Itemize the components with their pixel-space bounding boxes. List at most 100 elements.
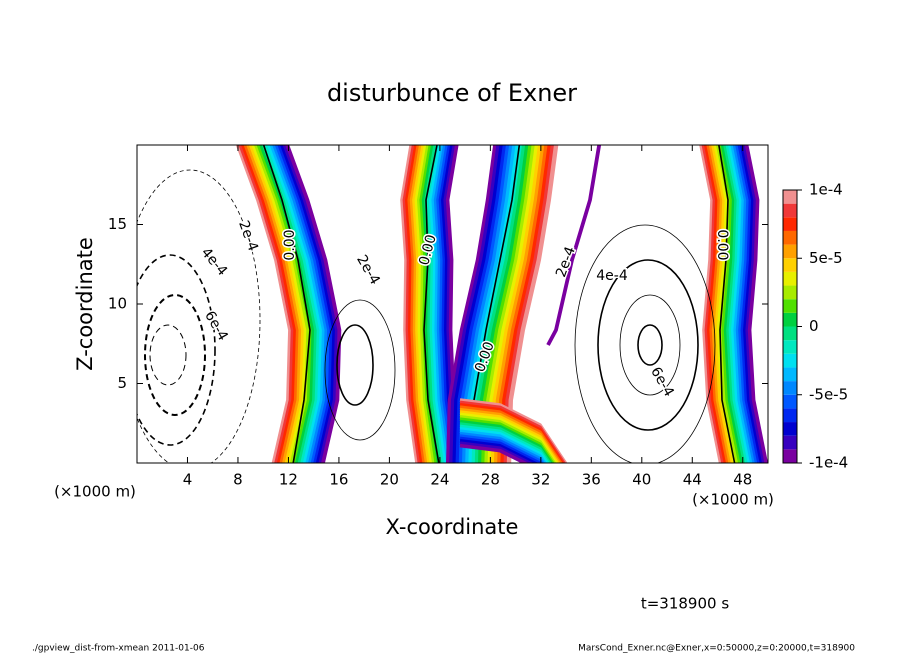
contour-line: [262, 145, 311, 463]
filled-band: [718, 145, 742, 463]
filled-band: [272, 145, 329, 463]
filled-band: [241, 145, 298, 463]
colorbar-cell: [783, 394, 797, 409]
filled-band: [735, 145, 759, 463]
footer-left: ./gpview_dist-from-xmean 2011-01-06: [32, 644, 205, 654]
filled-band: [452, 145, 504, 463]
filled-band: [703, 145, 728, 463]
colorbar-cell: [783, 381, 797, 395]
x-tick-label: 20: [380, 471, 399, 489]
contour-label: 0.00: [282, 229, 298, 260]
filled-band: [243, 145, 300, 463]
filled-band: [739, 145, 764, 463]
contour-line: [423, 145, 440, 463]
filled-band: [400, 145, 419, 463]
contour-label: 2e-4: [553, 244, 579, 279]
filled-band: [412, 145, 431, 463]
filled-band: [459, 441, 534, 463]
filled-band: [269, 145, 326, 463]
colorbar-cell: [783, 408, 797, 423]
filled-band: [449, 145, 501, 463]
x-tick-label: 48: [733, 471, 752, 489]
y-tick-label: 10: [108, 295, 127, 313]
filled-band: [445, 145, 498, 463]
filled-band: [261, 145, 318, 463]
filled-band: [416, 145, 436, 463]
filled-band: [404, 145, 424, 463]
filled-band: [459, 422, 552, 463]
filled-band: [720, 145, 745, 463]
contour-line: [137, 169, 261, 463]
colorbar-cell: [783, 271, 797, 286]
filled-band: [459, 417, 555, 463]
filled-band: [455, 145, 508, 463]
colorbar-cell: [783, 203, 797, 218]
contour-line: [637, 324, 663, 366]
colorbar-tick-label: 0: [809, 317, 819, 335]
filled-band: [737, 145, 761, 463]
contour-label: 4e-4: [198, 245, 231, 279]
filled-band: [285, 145, 342, 463]
filled-band: [421, 145, 441, 463]
filled-band: [267, 145, 324, 463]
filled-band: [459, 427, 549, 463]
filled-band: [436, 145, 455, 463]
filled-band: [251, 145, 308, 463]
contour-line: [137, 254, 216, 446]
colorbar-cell: [783, 230, 797, 245]
filled-band: [254, 145, 311, 463]
filled-band: [246, 145, 303, 463]
filled-band: [414, 145, 434, 463]
x-tick-label: 8: [233, 471, 243, 489]
filled-band: [459, 443, 529, 463]
colorbar-tick-label: -1e-4: [809, 454, 848, 472]
colorbar-cell: [783, 312, 797, 327]
filled-band: [699, 145, 723, 463]
filled-band: [433, 145, 453, 463]
filled-band: [264, 145, 321, 463]
contour-label: 0.00: [714, 229, 730, 260]
filled-band: [459, 439, 539, 463]
contour-line: [473, 145, 521, 401]
x-tick-label: 28: [481, 471, 500, 489]
contour-label: 2e-4: [235, 218, 261, 253]
filled-band: [459, 419, 554, 463]
contour-line: [574, 224, 716, 463]
contour-line: [597, 259, 699, 431]
x-tick-label: 16: [329, 471, 348, 489]
filled-band: [459, 424, 550, 463]
y-axis-label: Z-coordinate: [73, 237, 97, 371]
footer-right: MarsCond_Exner.nc@Exner,x=0:50000,z=0:20…: [578, 644, 855, 654]
contour-label: 6e-4: [201, 308, 231, 343]
filled-band: [419, 145, 439, 463]
colorbar-cell: [783, 299, 797, 313]
colorbar-cell: [783, 190, 797, 204]
colorbar-cell: [783, 353, 797, 368]
filled-band: [744, 145, 768, 463]
filled-contours: [235, 145, 768, 463]
x-tick-label: 36: [582, 471, 601, 489]
colorbar-cell: [783, 367, 797, 382]
colorbar-tick-label: 1e-4: [809, 181, 843, 199]
contour-label: 4e-4: [596, 268, 628, 284]
contour-line: [144, 294, 206, 416]
filled-band: [725, 145, 749, 463]
filled-band: [277, 145, 334, 463]
colorbar-tick-label: -5e-5: [809, 385, 848, 403]
x-tick-label: 24: [430, 471, 449, 489]
filled-band: [426, 145, 446, 463]
colorbar-cell: [783, 217, 797, 231]
x-tick-label: 4: [183, 471, 193, 489]
filled-band: [459, 431, 546, 463]
filled-band: [428, 145, 448, 463]
colorbar-cell: [783, 285, 797, 300]
y-unit-label: (×1000 m): [54, 483, 136, 501]
contour-line: [336, 324, 374, 406]
filled-band: [280, 145, 337, 463]
colorbar-cell: [783, 326, 797, 341]
contour-label: 2e-4: [353, 252, 383, 287]
filled-band: [407, 145, 427, 463]
y-tick-label: 5: [117, 374, 127, 392]
filled-band: [723, 145, 747, 463]
